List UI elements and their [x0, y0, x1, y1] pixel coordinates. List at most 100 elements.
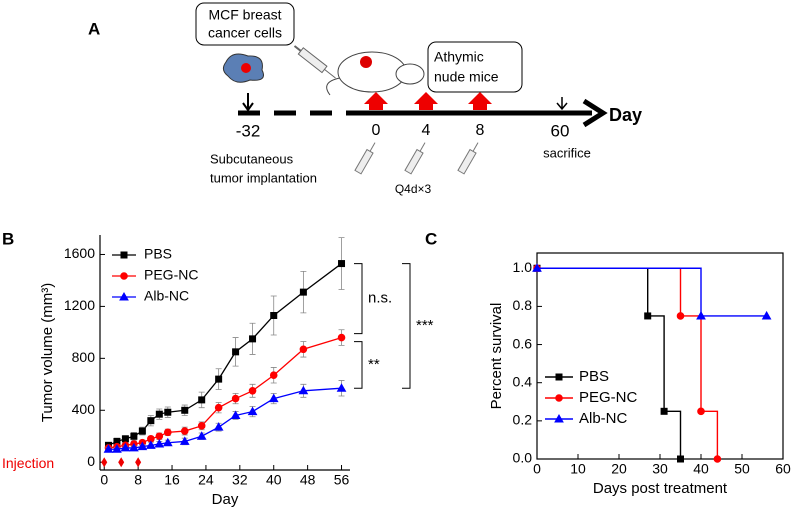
annotation: **	[368, 356, 380, 373]
arrow	[556, 97, 568, 111]
timeline-label: 8	[476, 122, 485, 139]
mice-box	[427, 41, 523, 93]
marker	[696, 310, 706, 320]
bracket	[402, 263, 411, 389]
marker	[338, 260, 346, 268]
marker	[298, 385, 309, 395]
injection-mark	[118, 457, 125, 468]
marker	[660, 407, 668, 415]
marker	[677, 455, 684, 463]
x-tick-label: 32	[232, 472, 248, 488]
y-tick-label: 0.8	[513, 297, 533, 313]
marker	[181, 406, 189, 414]
timeline-label: 60	[551, 121, 570, 140]
x-tick-label: 0	[100, 472, 108, 488]
marker	[137, 441, 148, 451]
survival-step	[537, 267, 719, 459]
marker	[214, 403, 223, 412]
marker	[130, 432, 138, 440]
marker	[555, 394, 563, 402]
plot-frame	[536, 252, 784, 460]
series-line	[108, 387, 342, 450]
x-tick-label: 40	[693, 461, 709, 477]
bracket	[354, 263, 363, 335]
marker	[247, 406, 258, 416]
marker	[155, 410, 163, 418]
marker	[268, 393, 279, 403]
y-tick-label: 0.2	[513, 412, 533, 428]
y-tick-label: 1200	[64, 297, 95, 313]
marker	[270, 311, 278, 319]
x-tick-label: 8	[134, 472, 142, 488]
marker	[163, 428, 172, 437]
marker	[230, 410, 241, 419]
y-tick-label: 0.6	[513, 335, 533, 351]
marker	[232, 348, 240, 356]
x-tick-label: 40	[266, 472, 282, 488]
legend-label: PEG-NC	[144, 267, 198, 283]
marker	[120, 251, 128, 259]
annotation: ***	[416, 317, 434, 334]
timeline-arrow	[582, 98, 608, 128]
dose-arrows	[364, 92, 492, 110]
end-text: sacrifice	[543, 145, 591, 160]
y-tick-label: 0.0	[513, 450, 533, 466]
marker	[103, 444, 114, 453]
legend-label: Alb-NC	[144, 288, 189, 304]
panel-label: B	[2, 229, 14, 248]
y-axis-label: Percent survival	[488, 303, 505, 410]
y-axis-label: Tumor volume (mm³)	[39, 283, 56, 422]
timeline-axis: Day	[609, 105, 642, 125]
syringes	[354, 142, 479, 175]
marker	[147, 417, 155, 425]
series-line	[108, 263, 342, 446]
marker	[155, 432, 164, 441]
timeline-label: -32	[236, 121, 261, 140]
marker	[162, 437, 173, 447]
cells-box	[195, 2, 295, 46]
legend-label: PEG-NC	[579, 389, 638, 406]
panel-label: C	[425, 229, 437, 248]
marker	[198, 396, 206, 404]
y-tick-label: 1600	[64, 245, 95, 261]
marker	[154, 439, 165, 448]
marker	[713, 455, 722, 463]
injection-label: Injection	[2, 455, 54, 471]
cells-text: MCF breast	[208, 7, 281, 23]
y-tick-label: 0.4	[513, 373, 533, 389]
marker	[554, 413, 564, 423]
survival-step	[537, 267, 682, 459]
marker	[336, 383, 347, 392]
marker	[197, 422, 206, 430]
marker	[299, 288, 307, 296]
marker	[120, 272, 128, 280]
marker	[180, 427, 189, 435]
cell-nucleus	[241, 63, 251, 73]
cells-text: cancer cells	[208, 25, 282, 41]
marker	[138, 427, 146, 435]
marker	[249, 335, 257, 343]
y-tick-label: 0	[87, 453, 95, 469]
syringe	[293, 45, 336, 79]
marker	[196, 431, 207, 440]
marker	[121, 435, 129, 443]
y-tick-label: 1.0	[513, 259, 533, 275]
legend-label: Alb-NC	[579, 410, 628, 427]
marker	[337, 333, 346, 342]
marker	[697, 407, 705, 416]
x-tick-label: 50	[734, 461, 750, 477]
timeline-label: 4	[422, 122, 431, 139]
marker	[120, 442, 131, 452]
schedule-text: Q4d×3	[395, 182, 432, 196]
y-tick-label: 800	[72, 349, 96, 365]
marker	[555, 373, 563, 381]
bracket	[354, 341, 363, 389]
marker	[269, 371, 278, 380]
marker	[215, 375, 223, 383]
timeline-label: 0	[372, 122, 381, 139]
panel-label: A	[88, 19, 100, 38]
legend-label: PBS	[144, 246, 172, 262]
marker	[248, 387, 257, 395]
marker	[299, 345, 308, 354]
